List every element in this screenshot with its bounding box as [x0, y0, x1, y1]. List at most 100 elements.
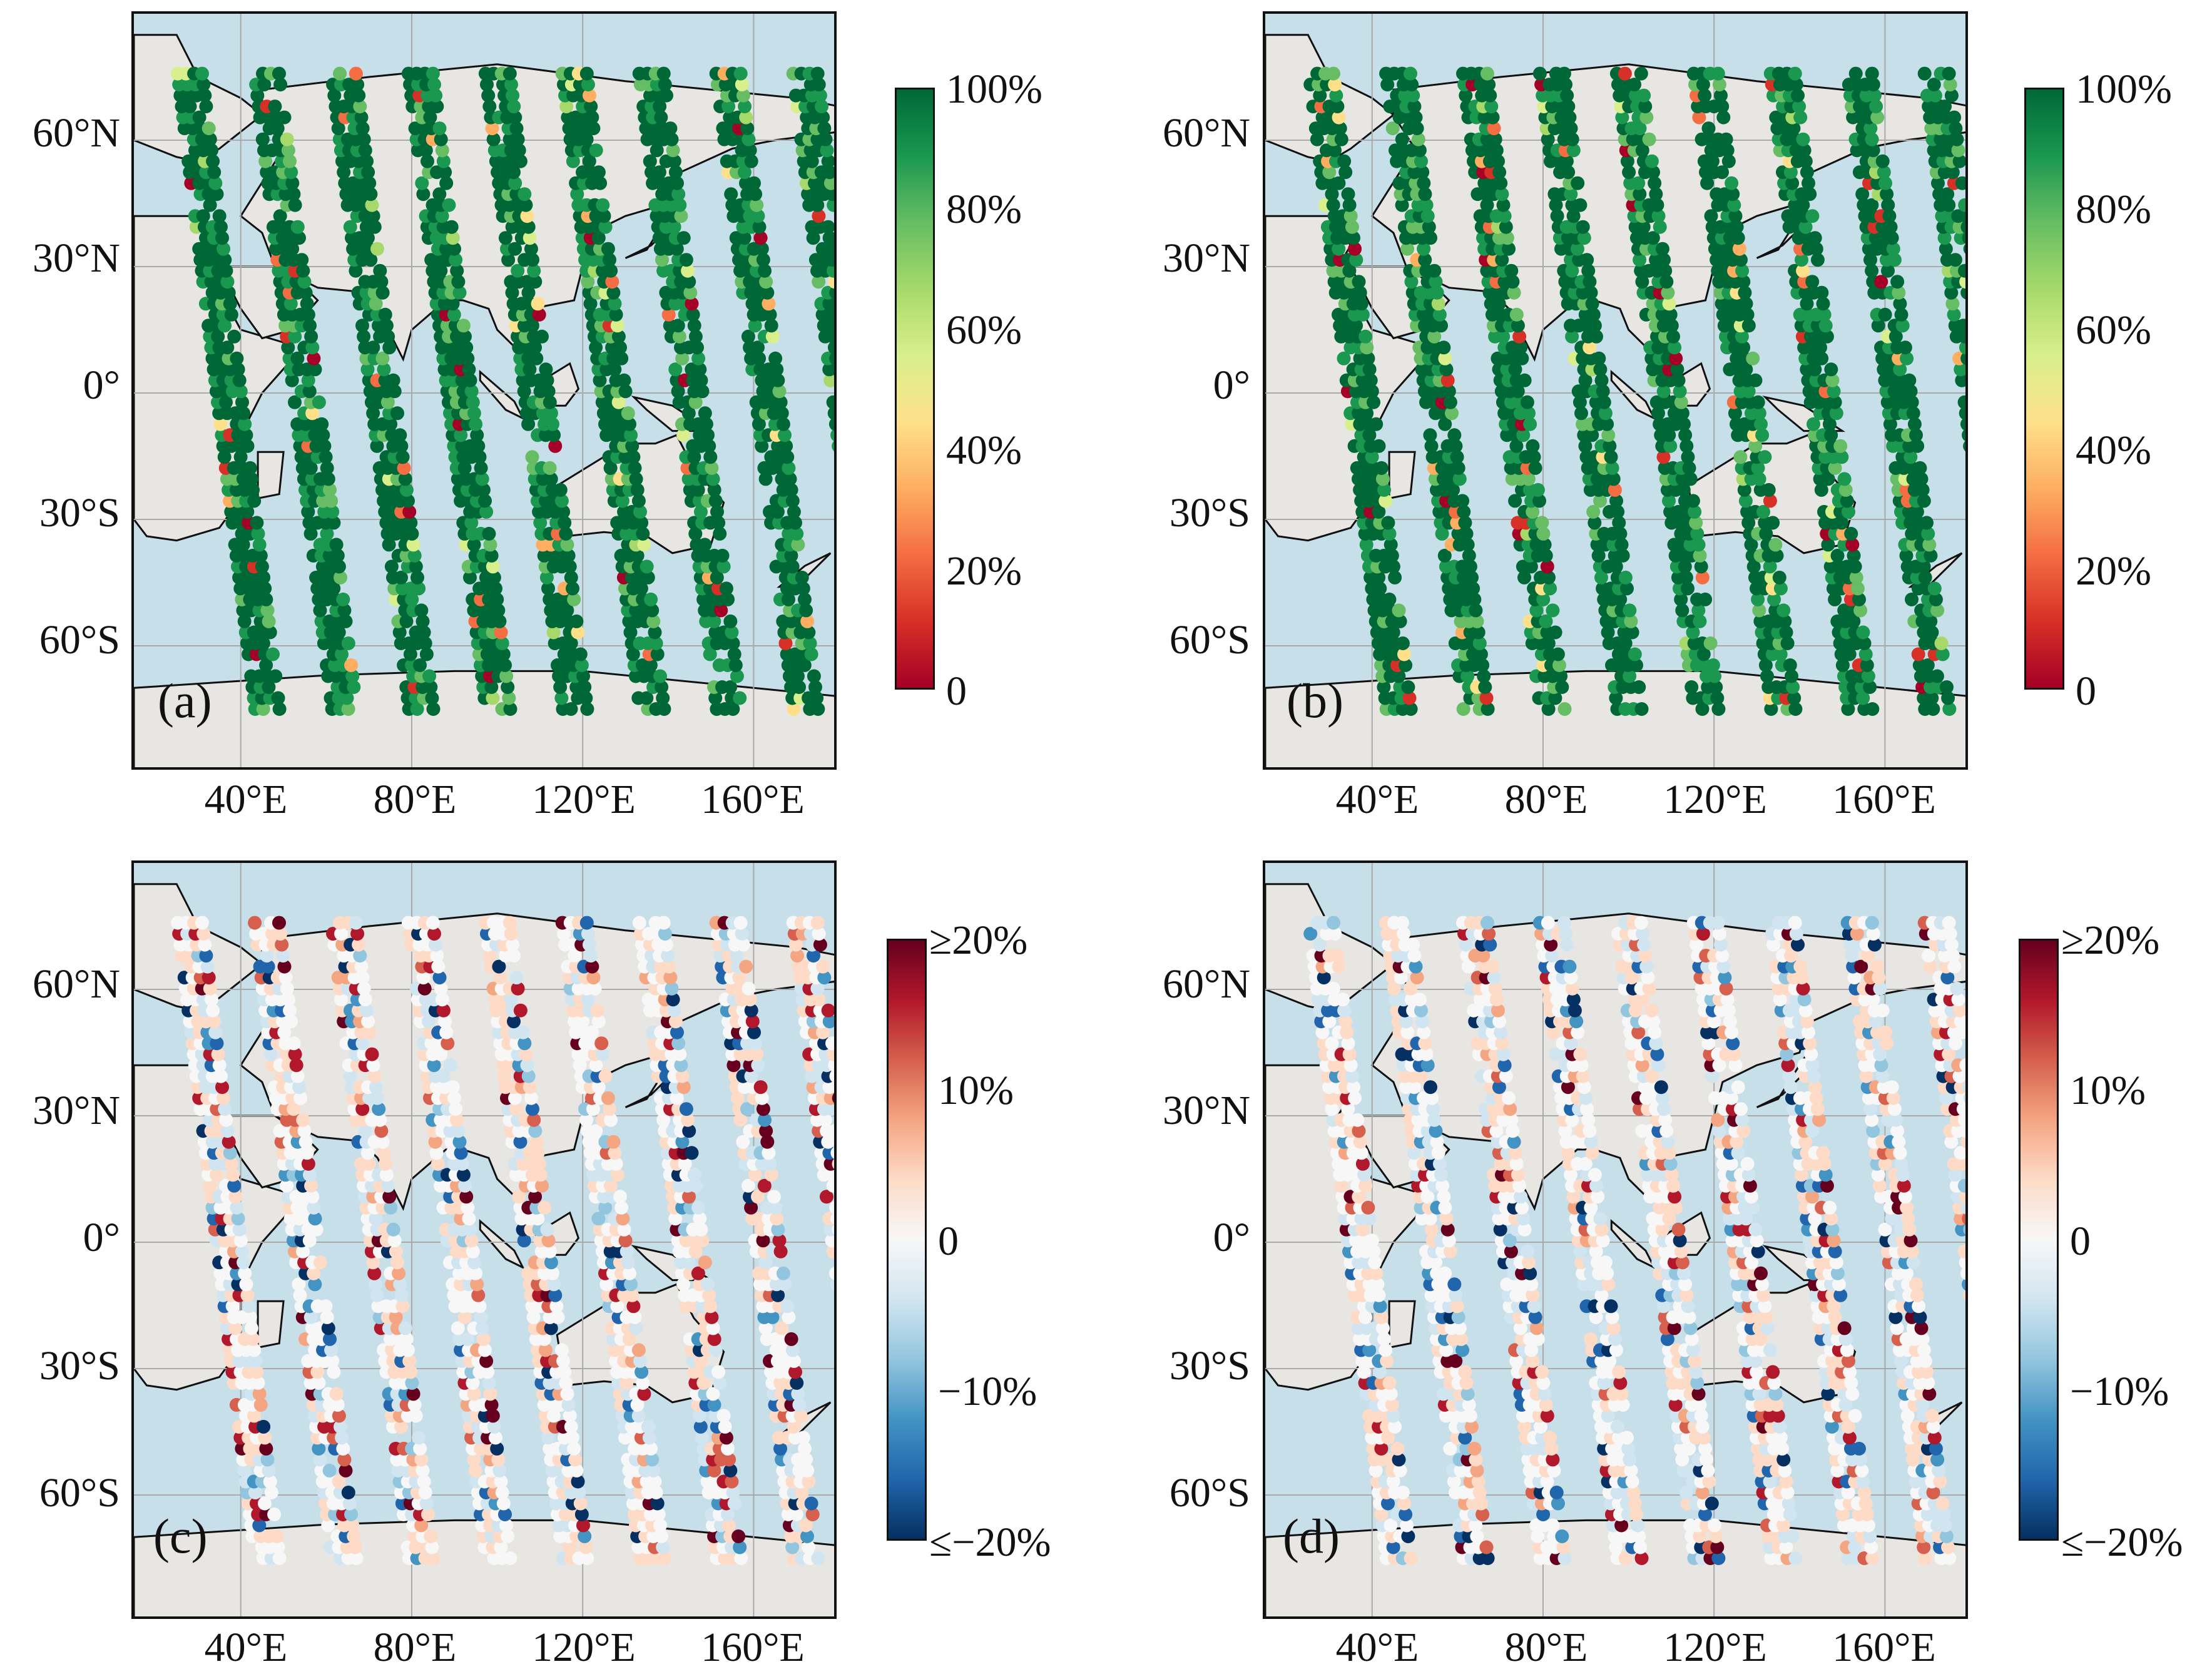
- data-point: [239, 428, 253, 442]
- data-point: [812, 209, 826, 223]
- data-point: [710, 570, 724, 584]
- data-point: [1960, 220, 1965, 234]
- data-point: [1848, 559, 1862, 574]
- data-point: [752, 417, 766, 431]
- data-point: [716, 559, 731, 574]
- data-point: [198, 937, 212, 952]
- data-point: [475, 1321, 489, 1335]
- data-point: [548, 439, 563, 453]
- data-point: [822, 362, 834, 377]
- data-point: [321, 1321, 335, 1335]
- data-point: [822, 231, 834, 245]
- data-point: [456, 319, 471, 333]
- data-point: [1746, 351, 1760, 365]
- data-point: [546, 1409, 561, 1423]
- data-point: [379, 319, 394, 333]
- data-point: [762, 1146, 776, 1160]
- data-point: [228, 1190, 243, 1204]
- data-point: [367, 1069, 382, 1083]
- data-point: [740, 121, 755, 136]
- data-point: [618, 1233, 633, 1248]
- data-point: [1788, 702, 1803, 716]
- data-point: [266, 647, 280, 661]
- data-point: [509, 1102, 524, 1116]
- data-point: [681, 263, 695, 278]
- data-point: [773, 1441, 787, 1456]
- data-point: [1779, 625, 1793, 640]
- data-point: [579, 691, 593, 705]
- data-point: [1437, 548, 1452, 563]
- data-point: [645, 603, 660, 618]
- data-point: [1593, 494, 1607, 508]
- data-point: [531, 1212, 545, 1226]
- data-point: [467, 1387, 481, 1401]
- data-point: [1950, 132, 1964, 146]
- data-point: [222, 1135, 236, 1149]
- data-point: [1763, 559, 1777, 574]
- data-point: [360, 362, 375, 377]
- data-point: [623, 625, 638, 640]
- data-point: [300, 1146, 314, 1160]
- data-point: [615, 494, 629, 508]
- data-point: [1618, 570, 1633, 584]
- data-point: [579, 132, 594, 146]
- data-point: [1818, 319, 1833, 333]
- data-point: [1363, 373, 1378, 387]
- data-point: [1845, 538, 1860, 552]
- data-point: [558, 1365, 572, 1379]
- data-point: [1589, 329, 1603, 344]
- data-point: [770, 362, 784, 377]
- data-point: [1963, 375, 1965, 386]
- data-point: [297, 1124, 312, 1138]
- data-point: [687, 1168, 701, 1182]
- data-point: [637, 1387, 651, 1401]
- data-point: [492, 614, 507, 628]
- data-point: [1624, 614, 1638, 628]
- data-point: [591, 165, 606, 180]
- data-point: [273, 209, 287, 223]
- data-point: [641, 570, 655, 584]
- data-point: [1793, 110, 1808, 125]
- data-point: [271, 691, 285, 705]
- data-point: [539, 1343, 553, 1357]
- data-point: [381, 329, 395, 344]
- data-point: [1847, 614, 1861, 628]
- data-point: [681, 406, 696, 421]
- data-point: [277, 959, 292, 974]
- data-point: [364, 187, 378, 202]
- data-point: [344, 1508, 359, 1521]
- data-point: [1372, 570, 1386, 584]
- data-point: [501, 253, 516, 267]
- data-point: [1349, 253, 1363, 267]
- data-point: [629, 1321, 643, 1335]
- data-point: [1856, 625, 1870, 640]
- data-point: [432, 187, 447, 202]
- data-point: [1620, 154, 1634, 168]
- data-point: [1822, 417, 1837, 431]
- data-point: [280, 132, 294, 146]
- data-point: [393, 1277, 407, 1292]
- data-point: [679, 253, 693, 267]
- data-point: [301, 373, 315, 387]
- data-point: [692, 1409, 706, 1423]
- data-point: [334, 1419, 347, 1434]
- data-point: [1427, 329, 1442, 344]
- data-point: [218, 253, 232, 267]
- data-point: [611, 395, 626, 409]
- data-point: [287, 187, 301, 202]
- data-point: [367, 1266, 382, 1280]
- data-point: [220, 275, 235, 289]
- data-point: [580, 702, 594, 716]
- data-point: [787, 702, 801, 716]
- data-point: [710, 504, 724, 519]
- data-point: [1560, 88, 1574, 103]
- data-point: [573, 647, 588, 661]
- data-point: [1414, 154, 1428, 168]
- data-point: [1960, 352, 1965, 365]
- data-point: [507, 100, 521, 114]
- data-point: [471, 1288, 486, 1302]
- data-point: [1682, 461, 1696, 475]
- data-point: [1695, 570, 1710, 584]
- data-point: [1688, 504, 1702, 519]
- data-point: [694, 1222, 708, 1237]
